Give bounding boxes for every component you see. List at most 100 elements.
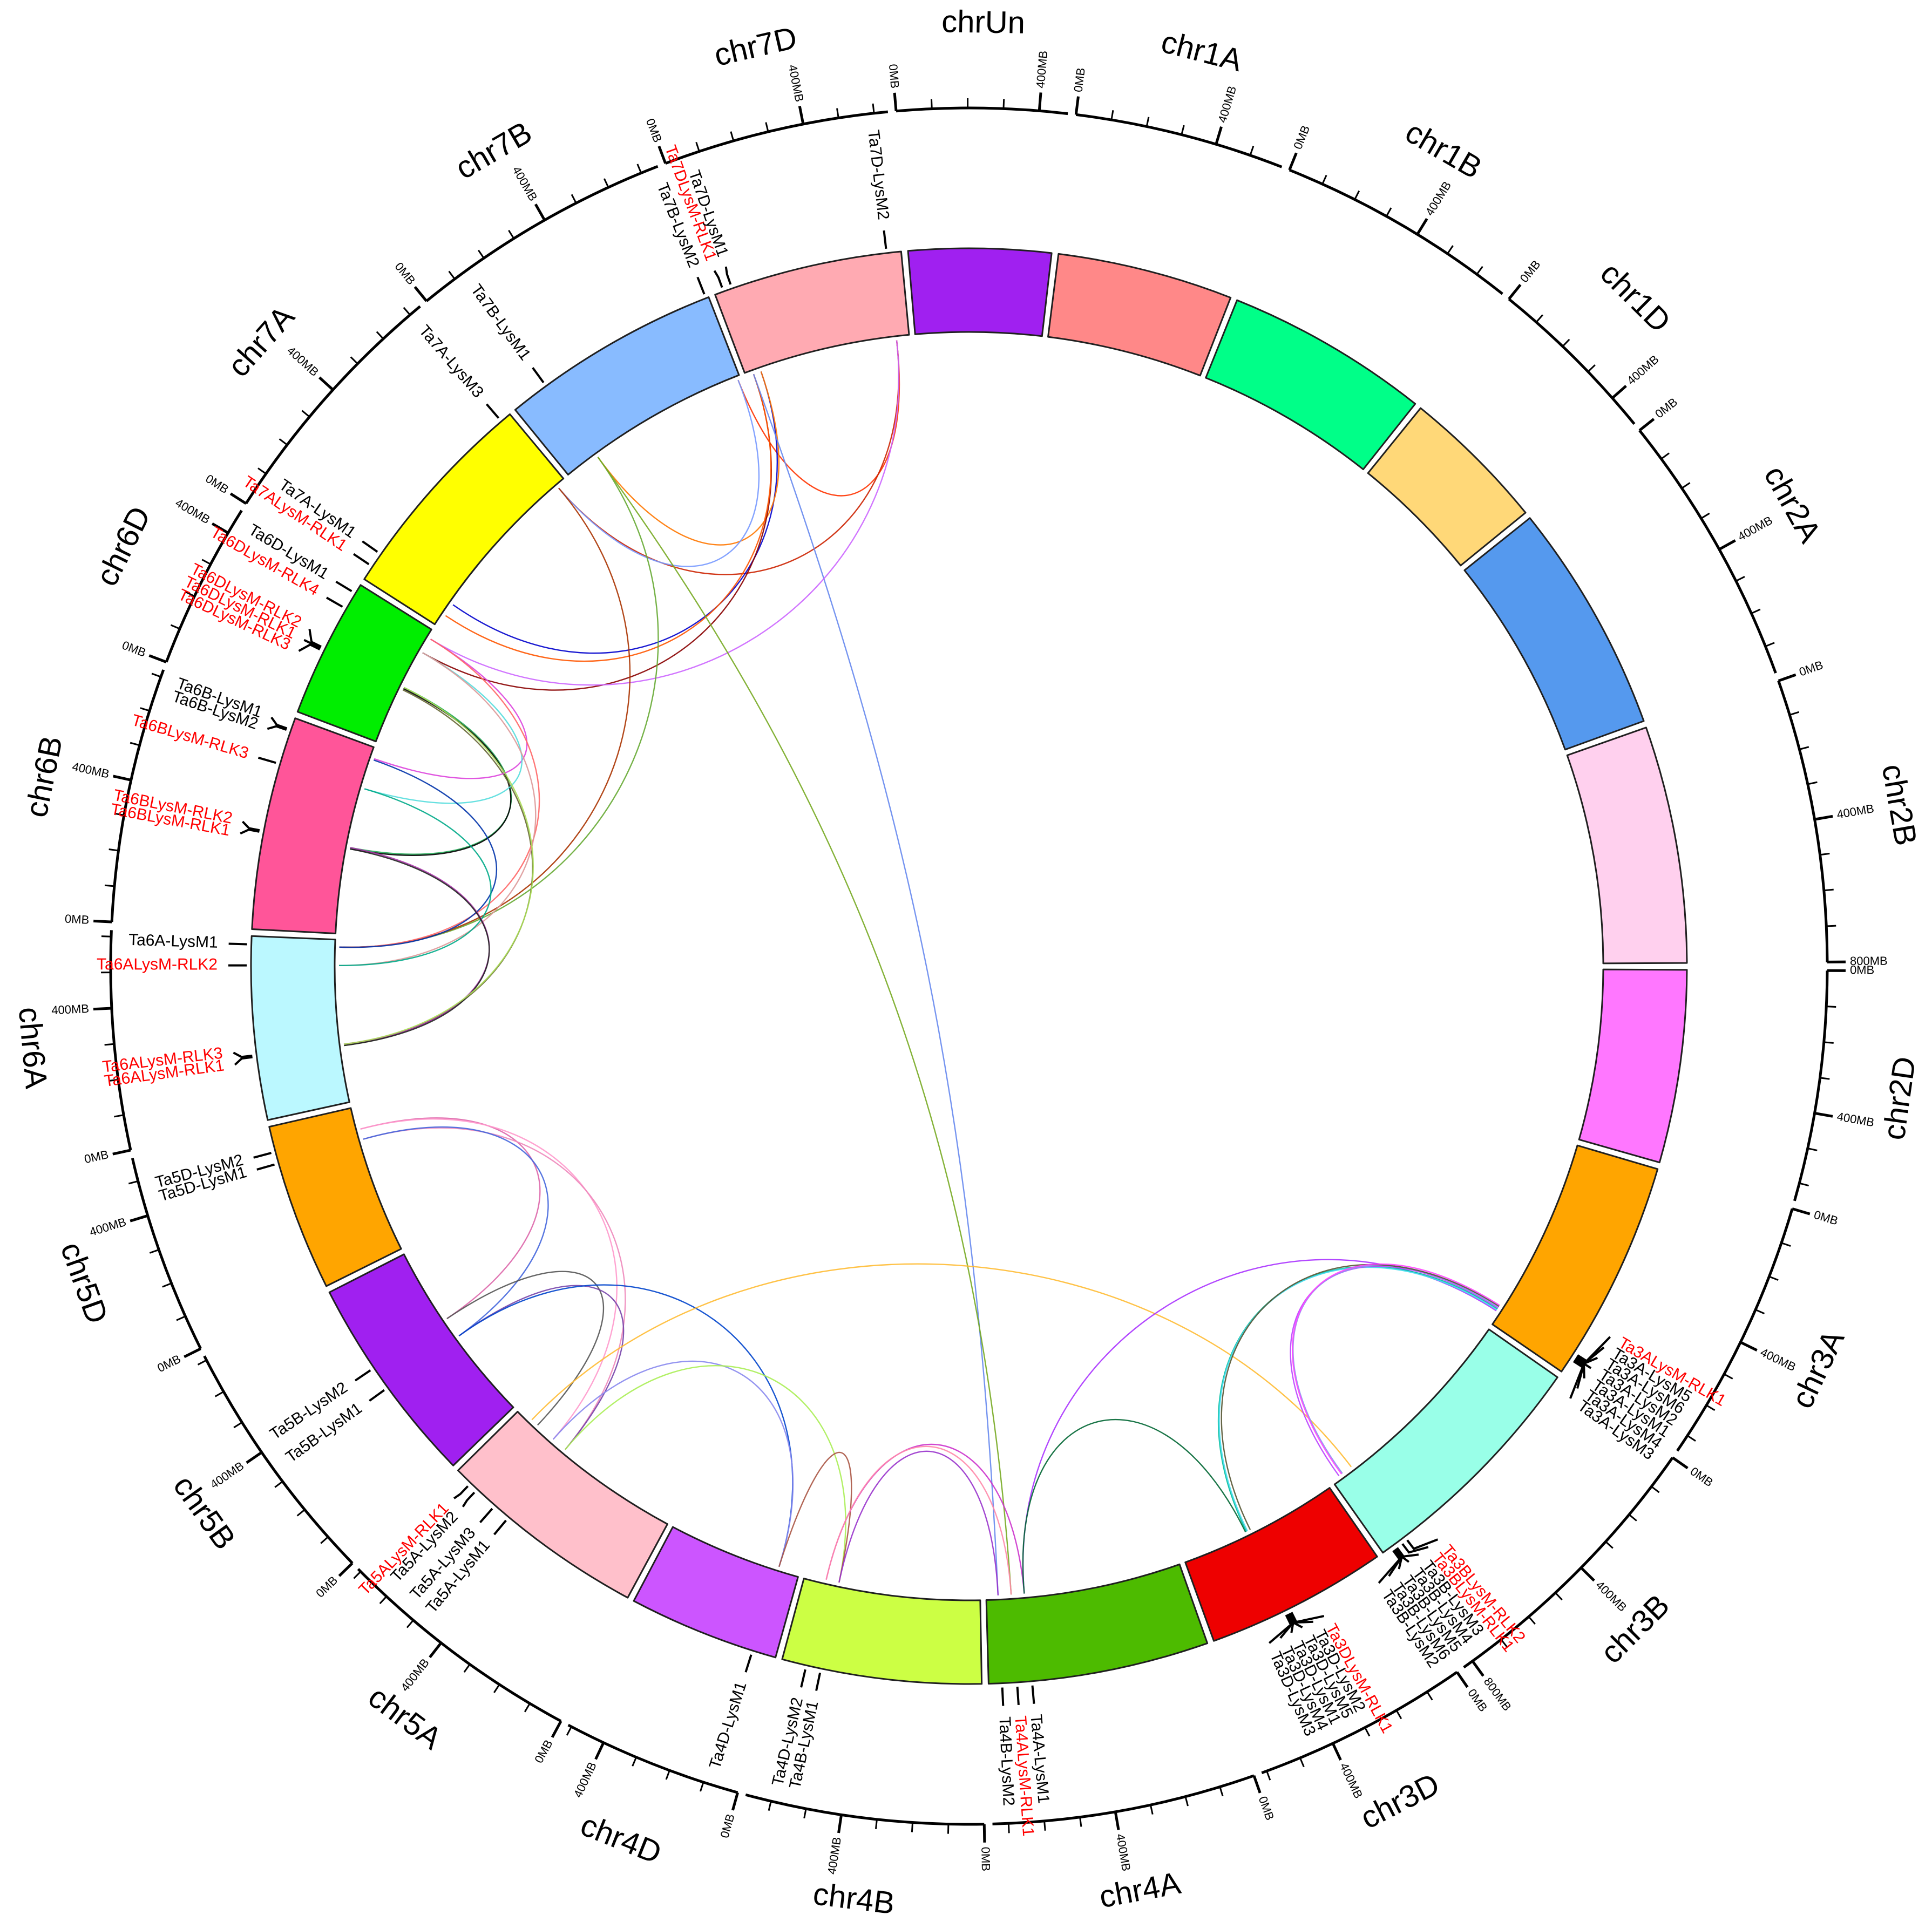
scale-tick xyxy=(296,1509,306,1517)
scale-tick xyxy=(798,106,805,125)
scale-tick xyxy=(524,1703,531,1713)
scale-tick xyxy=(657,146,667,164)
scale-tick xyxy=(872,103,875,113)
scale-tick xyxy=(1321,175,1327,185)
gene-connector xyxy=(1395,1547,1410,1563)
scale-tick xyxy=(803,1808,807,1819)
gene-connector xyxy=(354,1369,371,1382)
gene-connector xyxy=(308,629,322,648)
scale-tick xyxy=(930,99,933,109)
scale-tick xyxy=(101,935,111,938)
synteny-link xyxy=(339,759,497,948)
scale-tick xyxy=(114,812,125,816)
scale-tick-label: 0MB xyxy=(1291,124,1312,151)
scale-tick xyxy=(1651,1486,1660,1493)
scale-tick xyxy=(1184,1796,1189,1807)
scale-tick xyxy=(836,108,839,118)
scale-tick xyxy=(130,1214,148,1223)
scale-tick xyxy=(320,1536,329,1544)
scale-tick xyxy=(128,1180,139,1185)
chromosome-segment-chr2b xyxy=(1566,726,1688,965)
synteny-link xyxy=(1221,1264,1500,1530)
scale-tick xyxy=(477,249,485,259)
scale-tick xyxy=(508,229,515,239)
scale-tick xyxy=(197,1359,207,1366)
chromosome-ring xyxy=(250,247,1688,1685)
synteny-link xyxy=(565,1365,846,1583)
chromosome-segment-chr7d xyxy=(714,250,910,374)
chromosome-segment-chr4d xyxy=(633,1526,799,1659)
chromosome-label-chr7d: chr7D xyxy=(711,20,800,73)
scale-tick-label: 400MB xyxy=(1624,352,1662,388)
gene-connector xyxy=(267,725,287,731)
scale-tick xyxy=(1587,364,1596,372)
scale-tick xyxy=(1700,512,1710,519)
scale-tick xyxy=(1823,888,1834,892)
synteny-link xyxy=(363,1127,626,1450)
scale-tick xyxy=(233,1422,243,1429)
scale-tick xyxy=(534,203,546,221)
scale-tick xyxy=(151,673,161,678)
scale-arc-chr4d xyxy=(567,1723,738,1794)
chromosome-label-chr3d: chr3D xyxy=(1355,1767,1445,1836)
scale-tick xyxy=(113,775,132,782)
synteny-link xyxy=(558,340,900,575)
synteny-link xyxy=(753,374,999,1595)
scale-tick xyxy=(279,438,288,446)
chromosome-segment-chr3a xyxy=(1492,1144,1659,1373)
scale-arc-chr3d xyxy=(1261,1670,1458,1775)
scale-tick xyxy=(1476,266,1483,275)
synteny-link xyxy=(360,1117,541,1320)
scale-tick-label: 0MB xyxy=(313,1573,340,1600)
scale-tick xyxy=(379,1595,388,1605)
scale-arc-chr4b xyxy=(745,1793,985,1826)
gene-connector xyxy=(1001,1687,1005,1706)
scale-tick-label: 0MB xyxy=(532,1737,555,1765)
synteny-link xyxy=(778,1451,852,1583)
scale-tick xyxy=(695,141,700,152)
scale-tick xyxy=(1562,338,1570,347)
scale-tick xyxy=(1724,1373,1733,1380)
scale-tick xyxy=(104,884,115,887)
scale-tick xyxy=(1823,1041,1834,1044)
synteny-link xyxy=(344,848,490,1047)
scale-arc-chr1a xyxy=(1075,113,1283,168)
scale-tick-label: 400MB xyxy=(1836,1110,1875,1130)
gene-connector xyxy=(479,1507,493,1524)
gene-connector xyxy=(1394,1549,1403,1570)
scale-tick xyxy=(403,307,411,316)
scale-tick-label: 400MB xyxy=(1758,1345,1798,1374)
scale-tick-label: 0MB xyxy=(1071,67,1087,93)
scale-tick xyxy=(149,1248,159,1254)
scale-tick-label: 400MB xyxy=(510,164,540,203)
scale-tick xyxy=(571,194,577,204)
scale-tick xyxy=(1751,608,1761,614)
scale-tick-label: 400MB xyxy=(398,1656,432,1694)
gene-connector xyxy=(335,580,352,593)
gene-connector xyxy=(362,540,378,553)
scale-tick xyxy=(350,356,358,365)
scale-tick xyxy=(765,122,769,132)
scale-tick xyxy=(636,164,642,174)
scale-tick-label: 0MB xyxy=(1850,963,1874,976)
gene-label-ta7a-lysm3: Ta7A-LysM3 xyxy=(415,322,487,401)
scale-tick xyxy=(1555,1592,1563,1601)
scale-tick xyxy=(1043,1821,1046,1831)
scale-tick xyxy=(1638,418,1655,432)
gene-connector xyxy=(696,276,706,295)
scale-arc-chr2d xyxy=(1793,970,1829,1201)
gene-connector xyxy=(352,553,370,566)
scale-tick xyxy=(1660,452,1670,460)
gene-connector xyxy=(1574,1358,1585,1378)
gene-connector xyxy=(1406,1538,1439,1550)
scale-tick xyxy=(463,1663,471,1673)
gene-connector xyxy=(298,643,321,652)
scale-tick xyxy=(1778,673,1797,682)
scale-tick xyxy=(1145,117,1150,127)
scale-tick-label: 400MB xyxy=(1593,1578,1629,1614)
chromosome-segment-chrun xyxy=(907,247,1053,337)
scale-arc-chr1b xyxy=(1289,168,1503,295)
scale-tick xyxy=(1364,1727,1371,1737)
chromosome-segment-chr5d xyxy=(268,1107,402,1287)
scale-tick-label: 800MB xyxy=(1850,954,1888,968)
